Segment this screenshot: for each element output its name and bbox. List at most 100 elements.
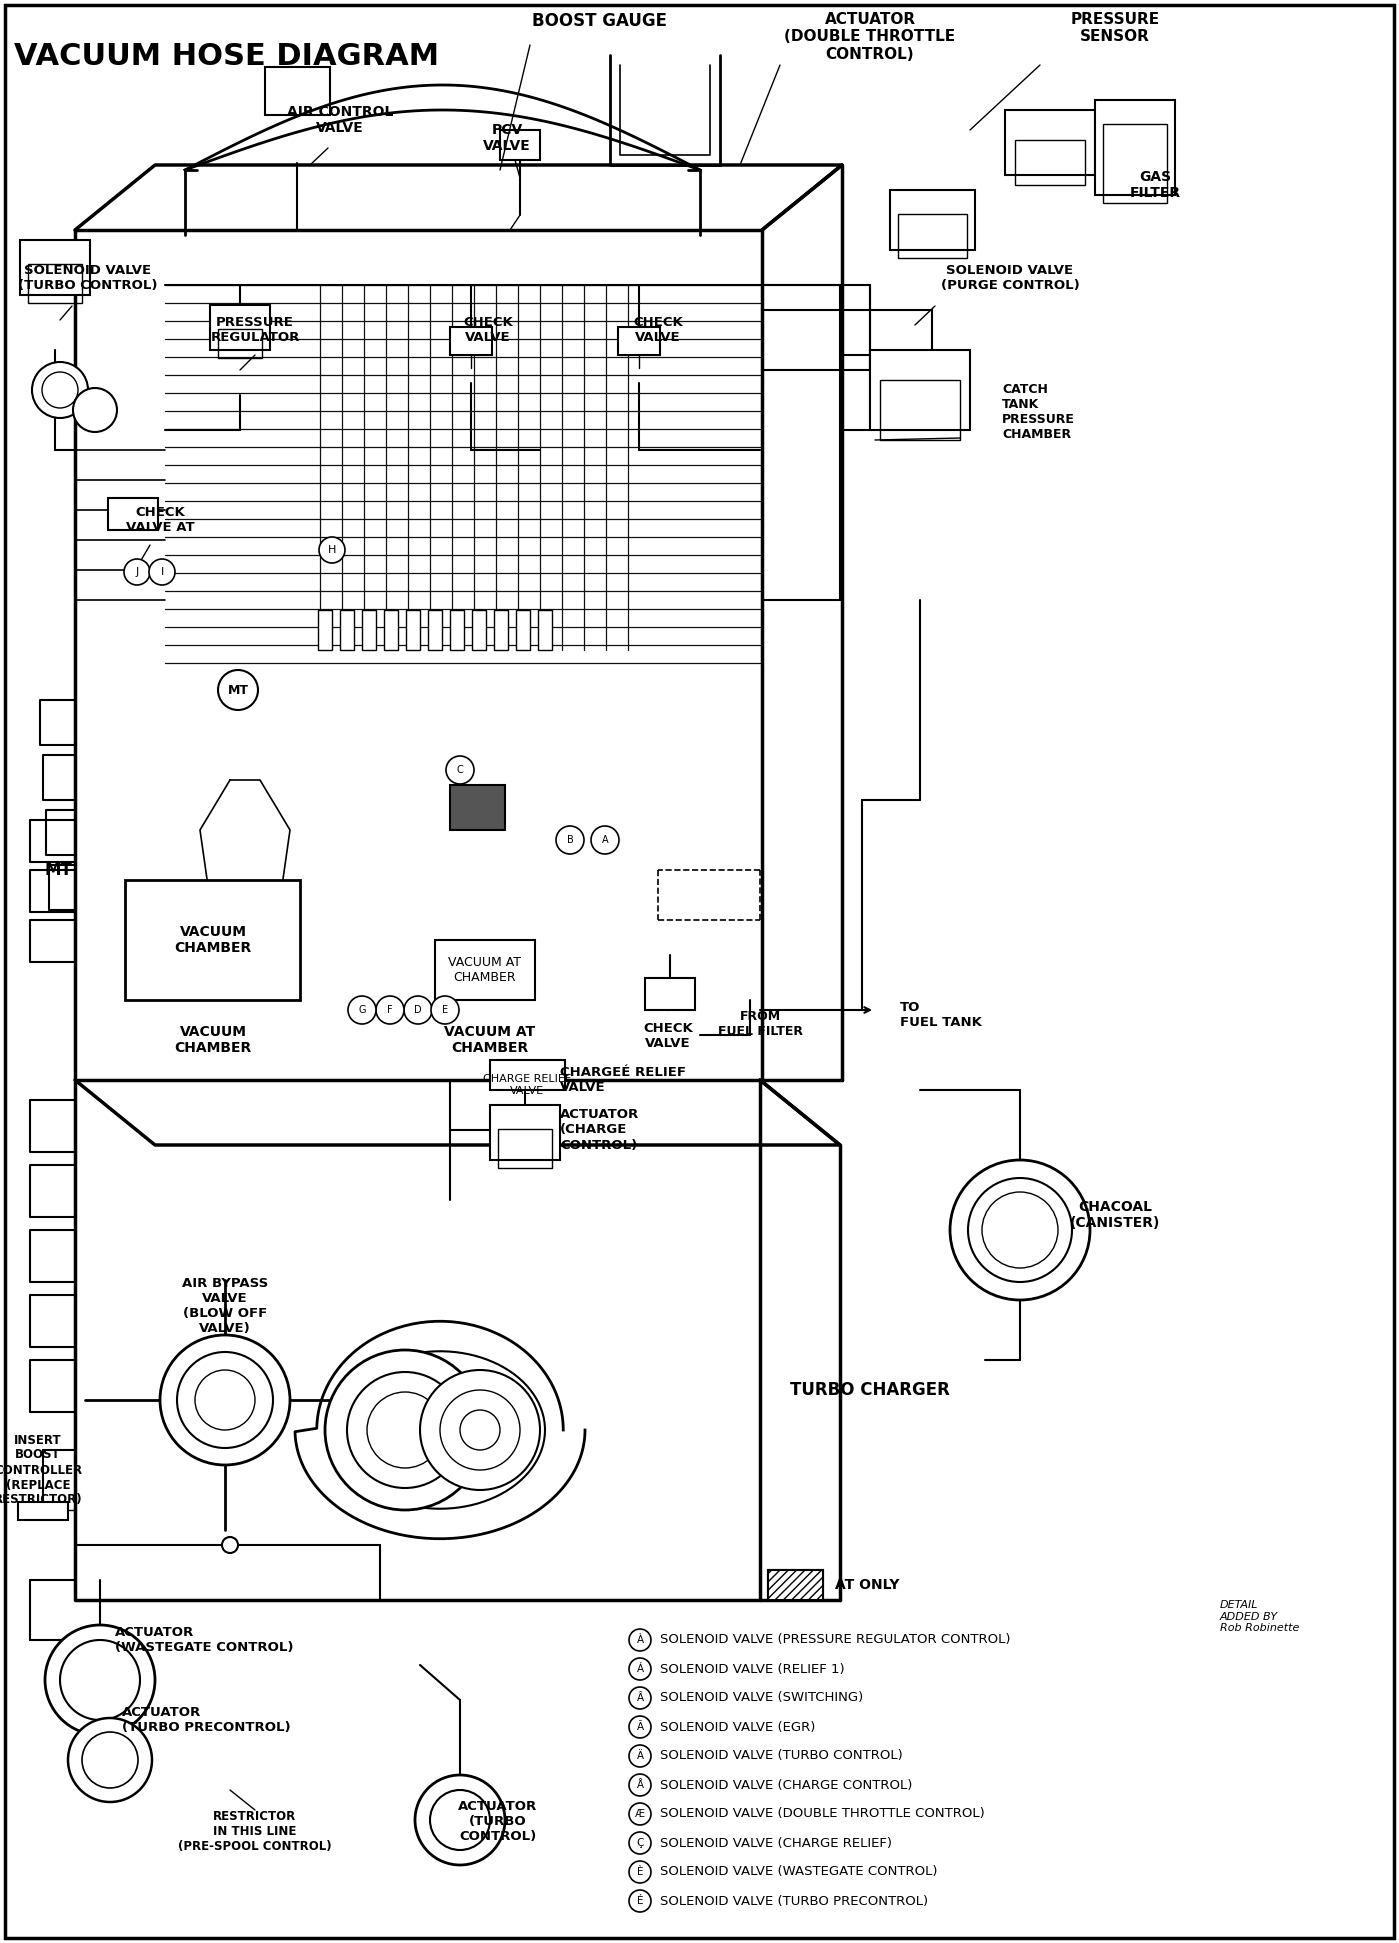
Bar xyxy=(499,130,540,159)
Bar xyxy=(450,785,505,830)
Text: C: C xyxy=(456,766,463,775)
Bar xyxy=(768,1570,823,1599)
Text: DETAIL
ADDED BY
Rob Robinette: DETAIL ADDED BY Rob Robinette xyxy=(1220,1599,1300,1634)
Circle shape xyxy=(630,1687,651,1710)
Text: CHECK
VALVE: CHECK VALVE xyxy=(634,317,683,344)
Circle shape xyxy=(630,1861,651,1883)
Text: SOLENOID VALVE (SWITCHING): SOLENOID VALVE (SWITCHING) xyxy=(660,1692,863,1704)
Bar xyxy=(210,305,270,350)
Text: CHECK
VALVE AT: CHECK VALVE AT xyxy=(126,505,194,534)
Text: B: B xyxy=(567,835,574,845)
Text: SOLENOID VALVE (EGR): SOLENOID VALVE (EGR) xyxy=(660,1720,816,1733)
Bar xyxy=(318,610,332,651)
Circle shape xyxy=(630,1657,651,1681)
Text: SOLENOID VALVE (TURBO PRECONTROL): SOLENOID VALVE (TURBO PRECONTROL) xyxy=(660,1894,928,1908)
Text: TO
FUEL TANK: TO FUEL TANK xyxy=(900,1001,982,1030)
Text: AIR BYPASS
VALVE
(BLOW OFF
VALVE): AIR BYPASS VALVE (BLOW OFF VALVE) xyxy=(182,1277,269,1335)
Text: VACUUM
CHAMBER: VACUUM CHAMBER xyxy=(175,1024,252,1055)
Bar xyxy=(108,497,158,530)
Circle shape xyxy=(420,1370,540,1490)
Text: SOLENOID VALVE (TURBO CONTROL): SOLENOID VALVE (TURBO CONTROL) xyxy=(660,1749,902,1762)
Bar xyxy=(898,214,967,258)
Text: CHECK
VALVE: CHECK VALVE xyxy=(463,317,513,344)
Text: SOLENOID VALVE (DOUBLE THROTTLE CONTROL): SOLENOID VALVE (DOUBLE THROTTLE CONTROL) xyxy=(660,1807,985,1821)
Circle shape xyxy=(218,670,257,709)
Bar xyxy=(450,610,464,651)
Circle shape xyxy=(431,997,459,1024)
Text: SOLENOID VALVE (WASTEGATE CONTROL): SOLENOID VALVE (WASTEGATE CONTROL) xyxy=(660,1865,937,1879)
Text: Á: Á xyxy=(637,1663,644,1675)
Circle shape xyxy=(590,826,618,855)
Text: CHARGE RELIEF
VALVE: CHARGE RELIEF VALVE xyxy=(483,1074,571,1096)
Text: PCV
VALVE: PCV VALVE xyxy=(483,122,530,153)
Text: ACTUATOR
(WASTEGATE CONTROL): ACTUATOR (WASTEGATE CONTROL) xyxy=(115,1626,294,1653)
Text: Å: Å xyxy=(637,1780,644,1790)
Text: SOLENOID VALVE (CHARGE CONTROL): SOLENOID VALVE (CHARGE CONTROL) xyxy=(660,1778,912,1791)
Text: Ã: Ã xyxy=(637,1721,644,1731)
Text: F: F xyxy=(388,1005,393,1014)
Circle shape xyxy=(630,1774,651,1795)
Circle shape xyxy=(630,1628,651,1652)
Bar xyxy=(450,326,492,356)
Bar xyxy=(645,977,695,1010)
Text: CHARGEÉ RELIEF
VALVE: CHARGEÉ RELIEF VALVE xyxy=(560,1067,686,1094)
Text: D: D xyxy=(414,1005,422,1014)
Text: SOLENOID VALVE
(PURGE CONTROL): SOLENOID VALVE (PURGE CONTROL) xyxy=(940,264,1080,291)
Text: CHACOAL
(CANISTER): CHACOAL (CANISTER) xyxy=(1070,1201,1160,1230)
Bar xyxy=(890,190,975,251)
Bar xyxy=(1004,111,1095,175)
Text: TURBO CHARGER: TURBO CHARGER xyxy=(790,1381,950,1399)
Bar xyxy=(218,328,262,358)
Bar xyxy=(428,610,442,651)
Text: AT ONLY: AT ONLY xyxy=(835,1578,900,1591)
Circle shape xyxy=(150,560,175,585)
Text: ACTUATOR
(CHARGE
CONTROL): ACTUATOR (CHARGE CONTROL) xyxy=(560,1109,639,1152)
Text: Ä: Ä xyxy=(637,1751,644,1760)
Text: È: È xyxy=(637,1867,644,1877)
Circle shape xyxy=(630,1803,651,1824)
Text: BOOST GAUGE: BOOST GAUGE xyxy=(533,12,667,29)
Circle shape xyxy=(376,997,404,1024)
Text: SOLENOID VALVE (RELIEF 1): SOLENOID VALVE (RELIEF 1) xyxy=(660,1663,845,1675)
Text: Ç: Ç xyxy=(637,1838,644,1848)
Bar xyxy=(435,940,534,1001)
Bar xyxy=(20,241,90,295)
Text: G: G xyxy=(358,1005,365,1014)
Bar xyxy=(362,610,376,651)
Bar xyxy=(406,610,420,651)
Text: ACTUATOR
(DOUBLE THROTTLE
CONTROL): ACTUATOR (DOUBLE THROTTLE CONTROL) xyxy=(785,12,956,62)
Text: H: H xyxy=(327,544,336,556)
Circle shape xyxy=(630,1745,651,1766)
Circle shape xyxy=(159,1335,290,1465)
Bar xyxy=(264,66,330,115)
Circle shape xyxy=(348,997,376,1024)
Circle shape xyxy=(950,1160,1090,1300)
Text: CATCH
TANK
PRESSURE
CHAMBER: CATCH TANK PRESSURE CHAMBER xyxy=(1002,383,1074,441)
Bar xyxy=(383,610,397,651)
Text: RESTRICTOR
IN THIS LINE
(PRE-SPOOL CONTROL): RESTRICTOR IN THIS LINE (PRE-SPOOL CONTR… xyxy=(178,1811,332,1854)
Bar xyxy=(471,610,485,651)
Bar xyxy=(28,264,83,303)
Bar xyxy=(880,381,960,439)
Circle shape xyxy=(69,1718,152,1801)
Text: SOLENOID VALVE (CHARGE RELIEF): SOLENOID VALVE (CHARGE RELIEF) xyxy=(660,1836,893,1850)
Text: SOLENOID VALVE
(TURBO CONTROL): SOLENOID VALVE (TURBO CONTROL) xyxy=(18,264,158,291)
Circle shape xyxy=(45,1624,155,1735)
Bar xyxy=(490,1106,560,1160)
Text: É: É xyxy=(637,1896,644,1906)
Circle shape xyxy=(325,1350,485,1510)
Text: SOLENOID VALVE (PRESSURE REGULATOR CONTROL): SOLENOID VALVE (PRESSURE REGULATOR CONTR… xyxy=(660,1634,1010,1646)
Bar xyxy=(494,610,508,651)
Text: FROM
FUEL FILTER: FROM FUEL FILTER xyxy=(718,1010,803,1038)
Text: GAS
FILTER: GAS FILTER xyxy=(1129,169,1181,200)
Text: I: I xyxy=(161,567,164,577)
Bar xyxy=(1016,140,1086,185)
Bar xyxy=(1095,99,1175,194)
Circle shape xyxy=(630,1891,651,1912)
Text: MT: MT xyxy=(228,684,249,696)
Circle shape xyxy=(555,826,583,855)
Circle shape xyxy=(73,389,118,431)
Circle shape xyxy=(222,1537,238,1552)
Text: À: À xyxy=(637,1634,644,1646)
Circle shape xyxy=(630,1716,651,1737)
